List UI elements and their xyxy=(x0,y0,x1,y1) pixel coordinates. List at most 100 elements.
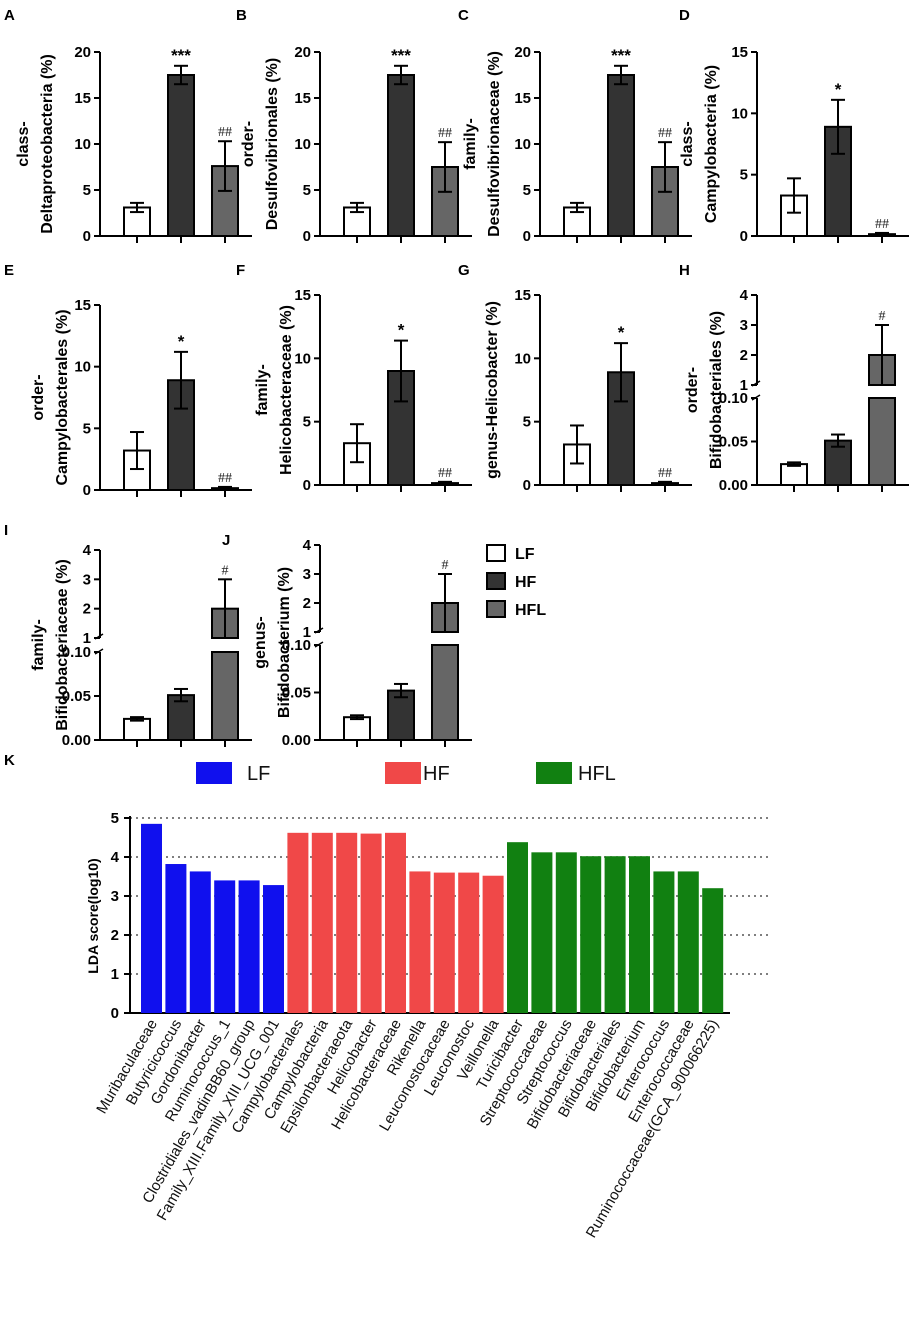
y-tick-label: 15 xyxy=(74,297,91,314)
y-tick-label: 0.10 xyxy=(719,390,748,407)
y-tick-label: 2 xyxy=(740,347,748,364)
y-tick-label: 0.00 xyxy=(62,732,91,749)
lda-bar-hfl xyxy=(531,852,553,1013)
y-tick-label: 15 xyxy=(514,287,531,304)
y-tick-label: 0 xyxy=(83,228,91,245)
y-tick-label: 5 xyxy=(303,182,311,199)
y-tick-label: 0 xyxy=(303,477,311,494)
significance-label: * xyxy=(178,332,185,351)
lda-bar-hfl xyxy=(629,856,650,1013)
lda-bar-lf xyxy=(214,880,236,1013)
lda-bar-hf xyxy=(385,832,406,1013)
panel-letter: J xyxy=(222,532,230,549)
bar-hf xyxy=(167,694,195,741)
lda-legend-swatch-lf xyxy=(196,762,232,784)
significance-label: * xyxy=(618,323,625,342)
bar-lf xyxy=(123,717,151,742)
significance-label: ## xyxy=(438,466,452,481)
y-tick-label: 15 xyxy=(731,44,748,61)
lda-y-tick-label: 2 xyxy=(111,927,119,944)
significance-label: * xyxy=(835,80,842,99)
y-axis-label: family- xyxy=(462,118,479,170)
y-tick-label: 5 xyxy=(83,182,91,199)
lda-legend-swatch-hfl xyxy=(536,762,572,784)
y-axis-label: order- xyxy=(684,367,701,413)
lda-legend-label: LF xyxy=(247,763,270,785)
y-tick-label: 0.10 xyxy=(282,637,311,654)
bar-hfl-lower xyxy=(431,644,459,741)
significance-label: * xyxy=(398,321,405,340)
y-axis-label: Desulfovibrionales (%) xyxy=(264,58,281,230)
y-tick-label: 10 xyxy=(514,350,531,367)
lda-bar-hfl xyxy=(555,852,577,1013)
y-tick-label: 4 xyxy=(740,287,749,304)
y-axis-label: class- xyxy=(15,121,32,166)
significance-label: ## xyxy=(438,126,452,141)
legend-abc: LF HF HFL xyxy=(486,544,546,619)
lda-bar-hf xyxy=(458,872,480,1013)
panel-letter: G xyxy=(458,262,470,279)
lda-bar-hf xyxy=(409,871,431,1013)
y-tick-label: 0 xyxy=(523,228,531,245)
y-tick-label: 5 xyxy=(523,182,531,199)
y-tick-label: 2 xyxy=(303,595,311,612)
panel-letter: A xyxy=(4,7,15,24)
y-axis-label: Bifidobacterium (%) xyxy=(276,567,293,718)
lda-y-tick-label: 1 xyxy=(111,966,119,983)
y-tick-label: 3 xyxy=(303,566,311,583)
y-tick-label: 0.05 xyxy=(282,685,311,702)
lda-bar-hf xyxy=(360,833,382,1013)
y-axis-label: genus-Helicobacter (%) xyxy=(484,301,501,479)
y-axis-label: Bifidobacteriales (%) xyxy=(708,311,725,469)
panel-letter: E xyxy=(4,262,14,279)
y-tick-label: 2 xyxy=(83,601,91,618)
y-tick-label: 3 xyxy=(740,317,748,334)
significance-label: ## xyxy=(218,125,232,140)
panel-letter: B xyxy=(236,7,247,24)
lda-bar-lf xyxy=(238,880,260,1013)
significance-label: *** xyxy=(611,46,631,65)
y-tick-label: 3 xyxy=(83,571,91,588)
lda-y-tick-label: 4 xyxy=(111,849,120,866)
y-tick-label: 0 xyxy=(740,228,748,245)
lda-bar-hfl xyxy=(653,871,675,1013)
y-axis-label: Deltaproteobacteria (%) xyxy=(39,54,56,234)
panel-letter: K xyxy=(4,752,15,769)
y-tick-label: 5 xyxy=(740,167,748,184)
significance-label: *** xyxy=(171,46,191,65)
lda-legend-swatch-hf xyxy=(385,762,421,784)
y-axis-label: Bifidobacteriaceae (%) xyxy=(54,559,71,731)
panel-letter: H xyxy=(679,262,690,279)
y-axis-label: class- xyxy=(679,121,696,166)
y-tick-label: 4 xyxy=(303,537,312,554)
y-tick-label: 0.10 xyxy=(62,644,91,661)
legend-swatch-hfl xyxy=(486,600,506,618)
lda-bar-hfl xyxy=(507,842,528,1013)
y-tick-label: 0 xyxy=(303,228,311,245)
lda-legend-label: HFL xyxy=(578,763,616,785)
y-tick-label: 5 xyxy=(523,414,531,431)
y-tick-label: 0.05 xyxy=(62,688,91,705)
y-tick-label: 15 xyxy=(514,90,531,107)
y-tick-label: 5 xyxy=(83,420,91,437)
lda-bar-lf xyxy=(141,823,162,1013)
y-tick-label: 5 xyxy=(303,414,311,431)
lda-bar-hfl xyxy=(580,856,602,1013)
legend-swatch-lf xyxy=(486,544,506,562)
y-tick-label: 0.00 xyxy=(719,477,748,494)
lda-bar-hfl xyxy=(604,856,626,1013)
lda-legend-label: HF xyxy=(423,763,450,785)
lda-bar-hf xyxy=(433,872,455,1013)
y-axis-label: family- xyxy=(254,364,271,416)
y-tick-label: 1 xyxy=(303,624,311,641)
y-tick-label: 0.00 xyxy=(282,732,311,749)
lda-bar-lf xyxy=(189,871,211,1013)
y-tick-label: 10 xyxy=(731,105,748,122)
bar-hf xyxy=(607,74,635,237)
